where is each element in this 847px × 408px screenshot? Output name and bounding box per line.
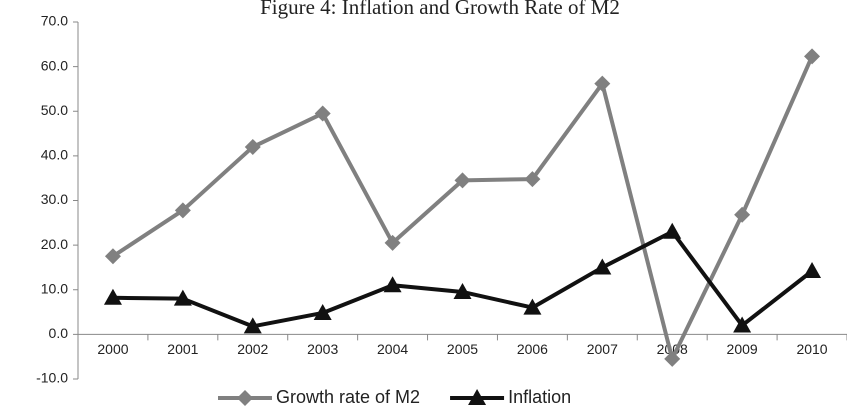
- legend-label: Inflation: [508, 387, 571, 407]
- marker: [734, 206, 751, 223]
- marker: [524, 171, 541, 188]
- marker: [384, 234, 401, 251]
- y-tick-label: 70.0: [41, 13, 68, 29]
- marker: [523, 298, 542, 315]
- marker: [733, 316, 752, 333]
- marker: [453, 282, 472, 299]
- marker: [244, 138, 261, 155]
- x-tick-label: 2009: [727, 341, 758, 357]
- x-tick-label: 2005: [447, 341, 478, 357]
- marker: [803, 262, 822, 279]
- x-tick-label: 2001: [167, 341, 198, 357]
- x-tick-label: 2003: [307, 341, 338, 357]
- marker: [314, 105, 331, 122]
- marker: [104, 248, 121, 265]
- y-tick-label: 40.0: [41, 147, 68, 163]
- marker: [103, 288, 122, 305]
- marker: [174, 202, 191, 219]
- marker: [454, 172, 471, 189]
- y-tick-label: 10.0: [41, 280, 68, 296]
- x-tick-label: 2004: [377, 341, 408, 357]
- y-tick-label: 60.0: [41, 57, 68, 73]
- marker: [593, 258, 612, 275]
- marker: [663, 222, 682, 239]
- marker: [313, 303, 332, 320]
- y-tick-label: 50.0: [41, 102, 68, 118]
- marker: [804, 48, 821, 65]
- x-tick-label: 2010: [796, 341, 827, 357]
- marker: [468, 389, 487, 405]
- y-tick-label: 30.0: [41, 191, 68, 207]
- marker: [664, 350, 681, 367]
- series-line: [112, 229, 814, 329]
- y-tick-label: 0.0: [49, 325, 69, 341]
- chart-title: Figure 4: Inflation and Growth Rate of M…: [260, 0, 620, 19]
- legend-label: Growth rate of M2: [276, 387, 420, 407]
- marker: [594, 75, 611, 92]
- marker: [237, 390, 253, 406]
- x-tick-label: 2002: [237, 341, 268, 357]
- marker: [383, 276, 402, 293]
- marker: [243, 317, 262, 334]
- y-tick-label: 20.0: [41, 236, 68, 252]
- x-tick-label: 2006: [517, 341, 548, 357]
- y-tick-label: -10.0: [36, 370, 68, 386]
- x-tick-label: 2000: [97, 341, 128, 357]
- x-tick-label: 2007: [587, 341, 618, 357]
- marker: [173, 289, 192, 306]
